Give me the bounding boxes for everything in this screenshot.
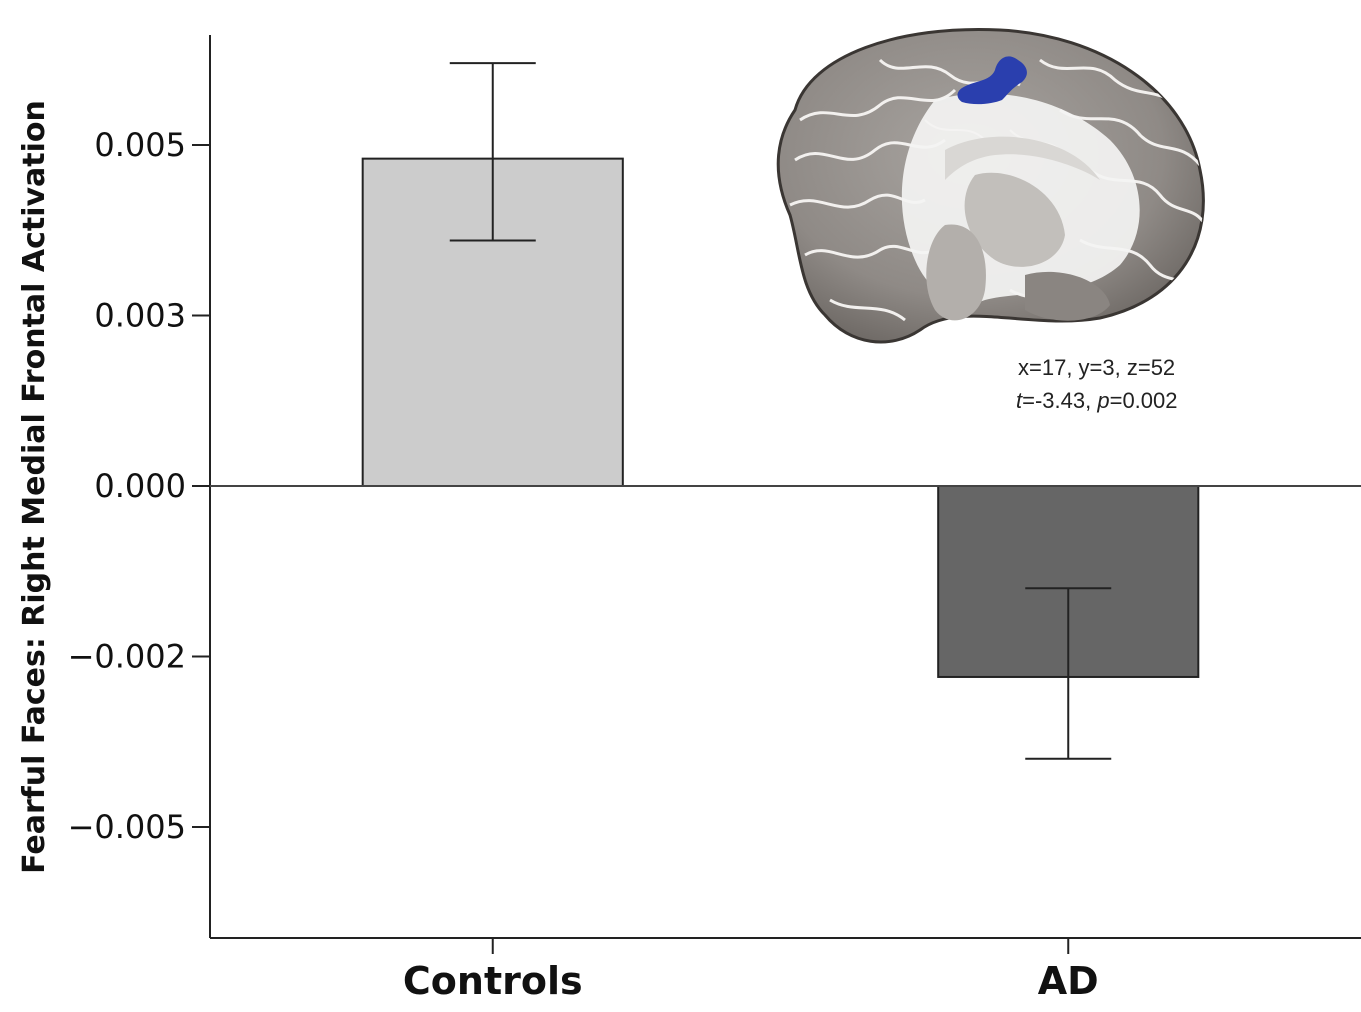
- stats-annotation: t=-3.43, p=0.002: [1016, 388, 1178, 413]
- x-ticks: Controls AD: [403, 938, 1099, 1003]
- x-category-label: Controls: [403, 959, 583, 1003]
- y-ticks: 0.005 0.003 0.000 −0.002 −0.005: [68, 126, 210, 846]
- error-bar-controls: [449, 62, 536, 242]
- x-category-label: AD: [1038, 959, 1099, 1003]
- y-tick-label: −0.005: [68, 808, 186, 846]
- t-stat-label: t: [1016, 388, 1023, 413]
- p-value-value: =0.002: [1110, 388, 1178, 413]
- cerebellum: [1025, 271, 1110, 321]
- corpus-callosum: [945, 136, 1100, 180]
- p-value-label: p: [1096, 388, 1109, 413]
- t-stat-value: =-3.43,: [1022, 388, 1097, 413]
- y-tick-label: −0.002: [68, 638, 186, 676]
- brain-inset-image: [776, 27, 1205, 344]
- y-tick-label: 0.003: [94, 297, 186, 335]
- error-bars: [449, 62, 1112, 760]
- coordinates-annotation: x=17, y=3, z=52: [1018, 355, 1175, 380]
- y-axis-title: Fearful Faces: Right Medial Frontal Acti…: [17, 100, 52, 874]
- thalamus: [964, 172, 1065, 267]
- error-bar-ad: [1025, 587, 1112, 760]
- brainstem: [926, 224, 986, 321]
- y-tick-label: 0.005: [94, 126, 186, 164]
- y-tick-label: 0.000: [94, 467, 186, 505]
- activation-cluster: [957, 56, 1027, 105]
